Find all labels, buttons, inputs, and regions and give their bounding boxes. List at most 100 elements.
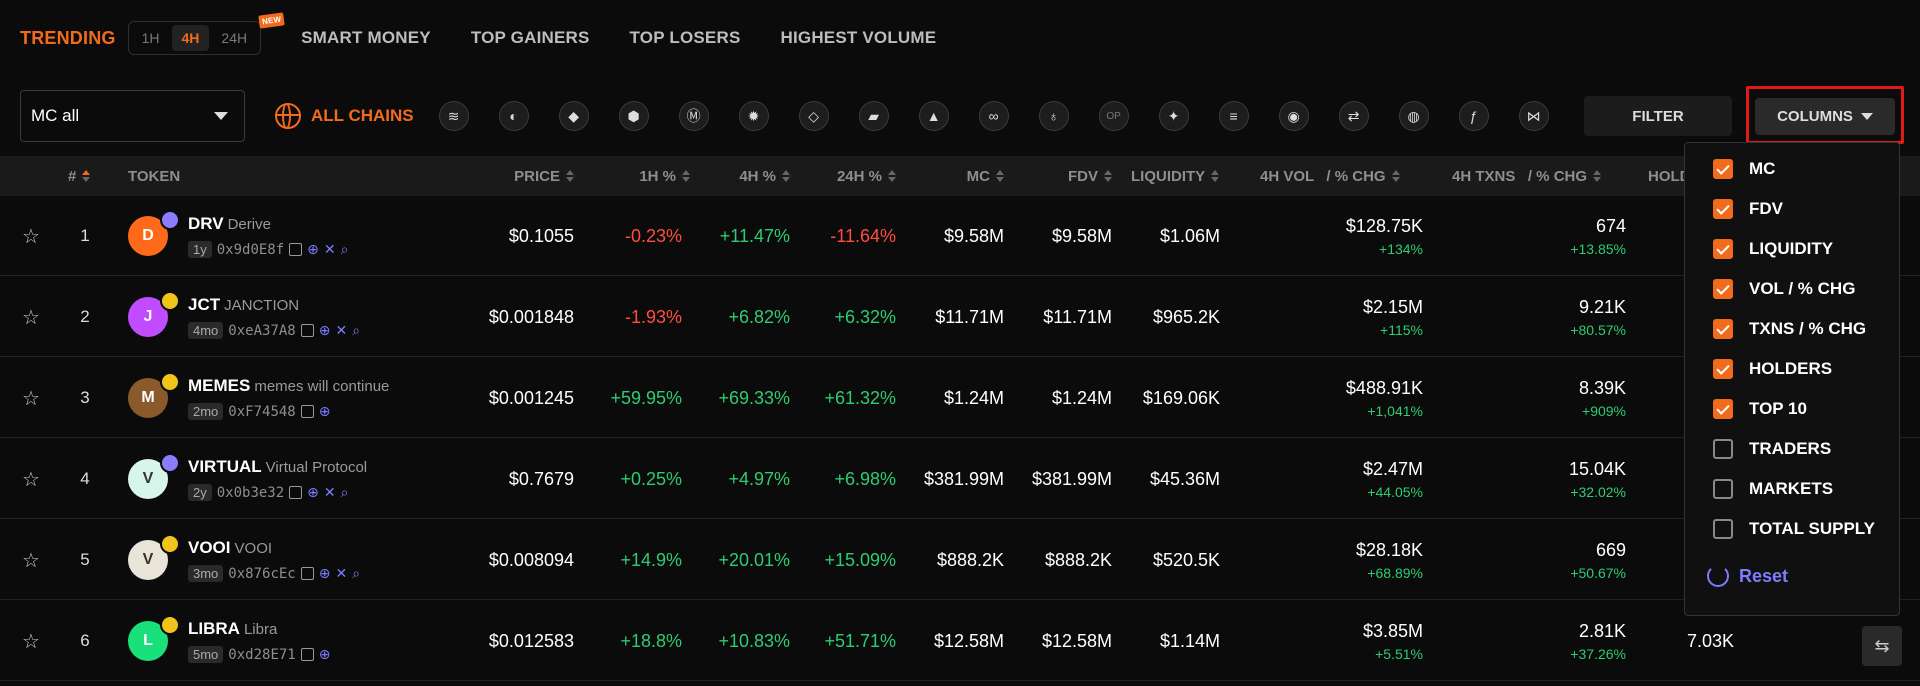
checkbox-icon[interactable] bbox=[1713, 199, 1733, 219]
col-price[interactable]: PRICE bbox=[480, 156, 574, 196]
col-rank[interactable]: # bbox=[68, 156, 91, 196]
column-option-fdv[interactable]: FDV bbox=[1713, 199, 1783, 219]
x-icon[interactable]: ✕ bbox=[323, 241, 336, 258]
chain-sonic-button[interactable]: ◇ bbox=[784, 101, 844, 131]
star-icon[interactable]: ☆ bbox=[22, 630, 40, 653]
star-icon[interactable]: ☆ bbox=[22, 468, 40, 491]
mc-select[interactable]: MC all bbox=[20, 90, 245, 142]
star-icon[interactable]: ☆ bbox=[22, 225, 40, 248]
website-icon[interactable]: ⊕ bbox=[318, 322, 331, 339]
nav-top-gainers[interactable]: TOP GAINERS bbox=[470, 28, 590, 47]
column-option-mc[interactable]: MC bbox=[1713, 159, 1775, 179]
column-option-vol-chg[interactable]: VOL / % CHG bbox=[1713, 279, 1855, 299]
nav-smart-money[interactable]: NEW SMART MONEY bbox=[258, 12, 431, 48]
token-name[interactable]: MEMES memes will continue bbox=[188, 376, 389, 396]
chain-zksync-button[interactable]: ✹ bbox=[724, 101, 784, 131]
chain-polygon-button[interactable]: ∞ bbox=[964, 101, 1024, 131]
star-icon[interactable]: ☆ bbox=[22, 387, 40, 410]
chain-berachain-button[interactable]: ⋈ bbox=[1504, 101, 1564, 131]
table-row[interactable]: ☆ 1 D DRV Derive 1y 0x9d0E8f ⊕ ✕ ⌕ $0.1055… bbox=[0, 196, 1920, 276]
col-txns[interactable]: 4H TXNS / % CHG bbox=[1452, 156, 1602, 196]
swap-icon[interactable]: ⇆ bbox=[1862, 626, 1902, 666]
star-icon[interactable]: ☆ bbox=[22, 306, 40, 329]
col-mc[interactable]: MC bbox=[920, 156, 1004, 196]
checkbox-icon[interactable] bbox=[1713, 399, 1733, 419]
chain-lens-button[interactable]: ◉ bbox=[1264, 101, 1324, 131]
column-option-liquidity[interactable]: LIQUIDITY bbox=[1713, 239, 1833, 259]
search-icon[interactable]: ⌕ bbox=[340, 241, 349, 258]
token-name[interactable]: VOOI VOOI bbox=[188, 538, 272, 558]
copy-icon[interactable] bbox=[300, 567, 314, 580]
col-4h[interactable]: 4H % bbox=[700, 156, 790, 196]
website-icon[interactable]: ⊕ bbox=[307, 484, 319, 501]
nav-top-losers[interactable]: TOP LOSERS bbox=[629, 28, 741, 47]
chain-sei-button[interactable]: ♁ bbox=[1024, 101, 1084, 131]
token-name[interactable]: DRV Derive bbox=[188, 214, 271, 234]
copy-icon[interactable] bbox=[300, 648, 314, 661]
reset-button[interactable]: Reset bbox=[1707, 565, 1788, 587]
token-name[interactable]: LIBRA Libra bbox=[188, 619, 277, 639]
nav-highest-volume[interactable]: HIGHEST VOLUME bbox=[780, 28, 937, 47]
website-icon[interactable]: ⊕ bbox=[318, 565, 331, 582]
table-row[interactable]: ☆ 5 V VOOI VOOI 3mo 0x876cEc ⊕ ✕ ⌕ $0.0080… bbox=[0, 520, 1920, 600]
column-option-holders[interactable]: HOLDERS bbox=[1713, 359, 1832, 379]
table-row[interactable]: ☆ 4 V VIRTUAL Virtual Protocol 2y 0x0b3e3… bbox=[0, 439, 1920, 519]
all-chains-button[interactable]: ALL CHAINS bbox=[275, 103, 414, 129]
column-option-markets[interactable]: MARKETS bbox=[1713, 479, 1833, 499]
chain-fantom-button[interactable]: ƒ bbox=[1444, 101, 1504, 131]
chain-bnb-button[interactable]: ⬢ bbox=[604, 101, 664, 131]
copy-icon[interactable] bbox=[289, 243, 303, 256]
copy-icon[interactable] bbox=[289, 486, 303, 499]
col-holders[interactable]: HOLD bbox=[1648, 156, 1691, 196]
column-option-total-supply[interactable]: TOTAL SUPPLY bbox=[1713, 519, 1875, 539]
chain-avalanche-button[interactable]: ▲ bbox=[904, 101, 964, 131]
chain-mantle-button[interactable]: Ⓜ bbox=[664, 101, 724, 131]
star-icon[interactable]: ☆ bbox=[22, 549, 40, 572]
column-option-top-10[interactable]: TOP 10 bbox=[1713, 399, 1807, 419]
timeframe-4h[interactable]: 4H bbox=[171, 25, 210, 51]
checkbox-icon[interactable] bbox=[1713, 519, 1733, 539]
chain-solana-button[interactable]: ≋ bbox=[424, 101, 484, 131]
chain-hyperliquid-button[interactable]: ⇄ bbox=[1324, 101, 1384, 131]
checkbox-icon[interactable] bbox=[1713, 279, 1733, 299]
chain-arbitrum-button[interactable]: ▰ bbox=[844, 101, 904, 131]
x-icon[interactable]: ✕ bbox=[335, 322, 348, 339]
columns-button[interactable]: COLUMNS bbox=[1755, 98, 1895, 135]
search-icon[interactable]: ⌕ bbox=[340, 484, 349, 501]
col-fdv[interactable]: FDV bbox=[1030, 156, 1112, 196]
chain-celo-button[interactable]: ◍ bbox=[1384, 101, 1444, 131]
timeframe-24h[interactable]: 24H bbox=[221, 30, 248, 46]
copy-icon[interactable] bbox=[300, 324, 314, 337]
checkbox-icon[interactable] bbox=[1713, 319, 1733, 339]
table-row[interactable]: ☆ 2 J JCT JANCTION 4mo 0xeA37A8 ⊕ ✕ ⌕ $0.0… bbox=[0, 277, 1920, 357]
search-icon[interactable]: ⌕ bbox=[352, 565, 361, 582]
search-icon[interactable]: ⌕ bbox=[352, 322, 361, 339]
copy-icon[interactable] bbox=[300, 405, 314, 418]
col-24h[interactable]: 24H % bbox=[800, 156, 896, 196]
timeframe-1h[interactable]: 1H bbox=[141, 30, 160, 46]
website-icon[interactable]: ⊕ bbox=[318, 646, 331, 663]
checkbox-icon[interactable] bbox=[1713, 159, 1733, 179]
column-option-txns-chg[interactable]: TXNS / % CHG bbox=[1713, 319, 1866, 339]
chain-sui-button[interactable]: ◐ bbox=[484, 101, 544, 131]
table-row[interactable]: ☆ 6 L LIBRA Libra 5mo 0xd28E71 ⊕ $0.01258… bbox=[0, 601, 1920, 681]
chain-optimism-button[interactable]: OP bbox=[1084, 101, 1144, 131]
col-1h[interactable]: 1H % bbox=[600, 156, 690, 196]
chain-linea-button[interactable]: ✦ bbox=[1144, 101, 1204, 131]
x-icon[interactable]: ✕ bbox=[335, 565, 348, 582]
website-icon[interactable]: ⊕ bbox=[307, 241, 319, 258]
col-liquidity[interactable]: LIQUIDITY bbox=[1131, 156, 1220, 196]
col-vol[interactable]: 4H VOL / % CHG bbox=[1260, 156, 1400, 196]
x-icon[interactable]: ✕ bbox=[323, 484, 336, 501]
token-name[interactable]: JCT JANCTION bbox=[188, 295, 299, 315]
chain-blast-button[interactable]: ≡ bbox=[1204, 101, 1264, 131]
token-name[interactable]: VIRTUAL Virtual Protocol bbox=[188, 457, 367, 477]
filter-button[interactable]: FILTER bbox=[1584, 96, 1732, 136]
checkbox-icon[interactable] bbox=[1713, 359, 1733, 379]
chain-ethereum-button[interactable]: ◆ bbox=[544, 101, 604, 131]
checkbox-icon[interactable] bbox=[1713, 439, 1733, 459]
website-icon[interactable]: ⊕ bbox=[318, 403, 331, 420]
checkbox-icon[interactable] bbox=[1713, 479, 1733, 499]
table-row[interactable]: ☆ 3 M MEMES memes will continue 2mo 0xF74… bbox=[0, 358, 1920, 438]
checkbox-icon[interactable] bbox=[1713, 239, 1733, 259]
